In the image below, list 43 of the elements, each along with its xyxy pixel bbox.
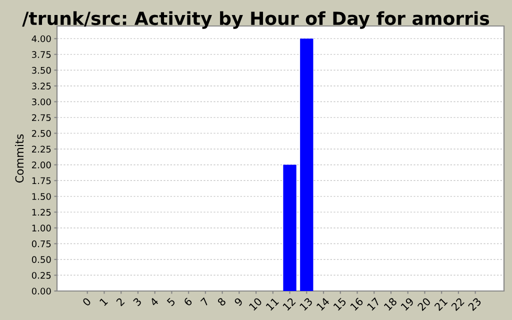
x-tick-label: 6 — [183, 297, 193, 306]
y-tick-label: 1.50 — [32, 193, 51, 200]
y-tick-label: 0.75 — [32, 240, 51, 248]
x-tick-label: 13 — [299, 297, 313, 311]
y-tick-label: 3.25 — [32, 82, 51, 90]
x-tick-label: 3 — [132, 297, 142, 306]
x-tick-label: 5 — [166, 297, 176, 306]
x-tick-label: 23 — [468, 297, 482, 312]
x-tick-label: 11 — [266, 297, 279, 311]
y-tick-label: 3.50 — [32, 66, 51, 74]
x-tick-label: 0 — [82, 297, 92, 306]
y-axis-title: Commits — [15, 134, 24, 183]
x-tick-label: 21 — [434, 297, 448, 311]
chart-title: /trunk/src: Activity by Hour of Day for amorris — [22, 11, 490, 29]
y-tick-label: 2.00 — [32, 162, 51, 168]
x-tick-label: 8 — [217, 297, 226, 306]
y-tick-label: 3.00 — [32, 98, 51, 106]
x-tick-label: 10 — [248, 297, 262, 311]
y-tick-label: 1.75 — [32, 177, 51, 184]
x-tick-label: 22 — [450, 297, 464, 311]
x-tick-label: 18 — [384, 297, 398, 311]
y-tick-label: 2.50 — [32, 130, 51, 137]
y-tick-label: 2.25 — [32, 146, 51, 153]
y-tick-label: 1.00 — [32, 224, 51, 232]
y-tick-label: 0.50 — [32, 256, 51, 264]
y-tick-label: 2.75 — [32, 114, 51, 122]
y-tick-label: 4.00 — [32, 35, 51, 42]
x-tick-label: 7 — [200, 297, 210, 306]
x-tick-label: 9 — [234, 297, 244, 306]
y-tick-label: 0.00 — [32, 288, 51, 295]
x-tick-label: 20 — [417, 297, 432, 312]
x-tick-label: 2 — [116, 297, 125, 306]
x-tick-label: 12 — [282, 297, 296, 311]
x-tick-label: 17 — [366, 297, 380, 311]
y-tick-label: 1.25 — [32, 208, 51, 216]
x-tick-label: 14 — [316, 297, 330, 311]
x-tick-label: 4 — [150, 297, 159, 306]
x-tick-label: 19 — [400, 297, 414, 311]
x-tick-label: 1 — [99, 297, 108, 306]
y-tick-label: 0.25 — [32, 272, 51, 279]
x-tick-label: 15 — [333, 297, 347, 311]
y-tick-label: 3.75 — [32, 51, 51, 58]
x-tick-label: 16 — [350, 297, 364, 311]
